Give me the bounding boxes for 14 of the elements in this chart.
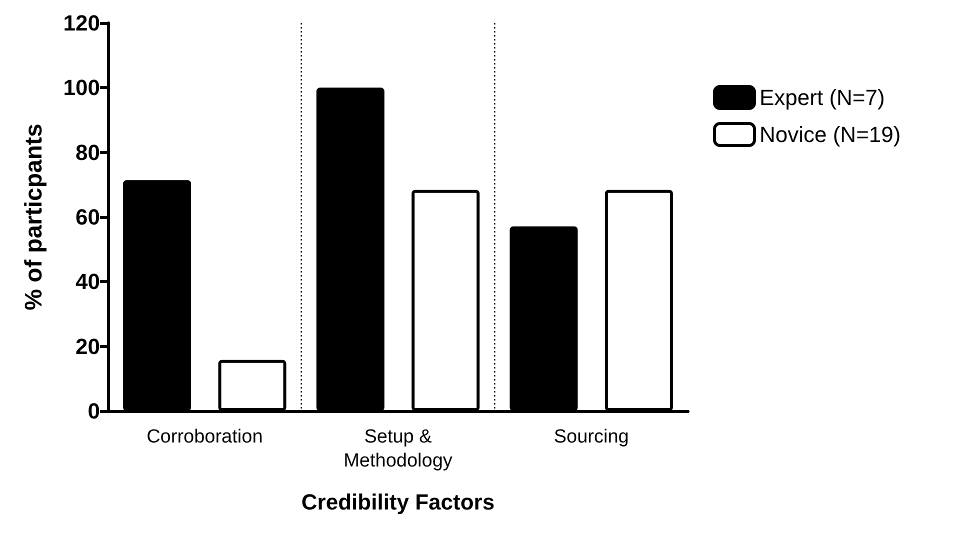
x-tick-label: Corroboration [146, 426, 263, 448]
legend-label: Expert (N=7) [760, 85, 885, 110]
x-tick-label: Sourcing [554, 426, 629, 448]
y-tick-label: 40 [76, 269, 100, 294]
x-tick-label: Setup & Methodology [344, 426, 453, 472]
y-tick-label: 100 [63, 75, 100, 100]
y-tick-label: 60 [76, 204, 100, 230]
y-tick-label: 0 [88, 398, 100, 424]
y-tick-label: 120 [63, 10, 100, 36]
y-tick-label: 80 [76, 140, 100, 165]
legend-label: Novice (N=19) [760, 122, 901, 147]
y-axis-title: % of particpants [20, 124, 48, 310]
x-axis-title: Credibility Factors [301, 490, 495, 514]
y-tick-label: 20 [76, 334, 100, 359]
